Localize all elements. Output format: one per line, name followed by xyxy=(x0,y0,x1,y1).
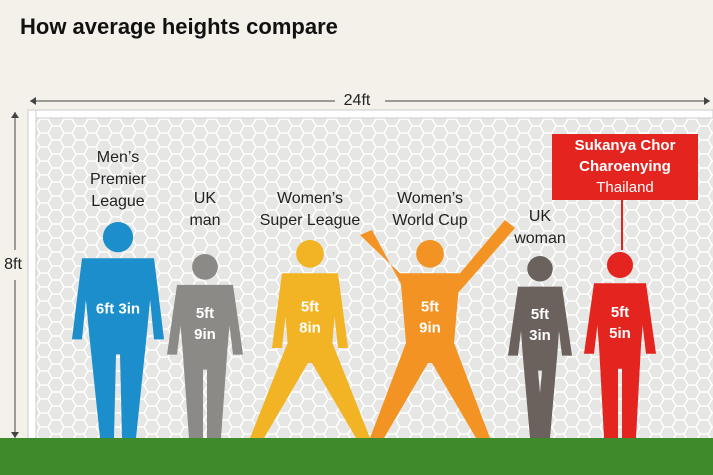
figure-label: UK xyxy=(529,208,552,225)
height-label: 5ft xyxy=(421,298,439,315)
arms xyxy=(167,284,243,355)
head xyxy=(192,254,218,280)
callout-name: Charoenying xyxy=(579,158,671,175)
goalpost xyxy=(27,109,37,443)
body xyxy=(370,273,490,438)
body xyxy=(518,286,562,438)
arms xyxy=(272,273,348,348)
figure-label: Super League xyxy=(260,212,361,229)
height-label: 5in xyxy=(609,325,631,342)
body xyxy=(177,284,233,438)
height-label: 9in xyxy=(194,326,216,343)
height-label: 5ft xyxy=(196,305,214,322)
figure-label: man xyxy=(189,212,220,229)
body xyxy=(250,273,370,438)
callout-box xyxy=(552,134,698,200)
height-label: 5ft xyxy=(531,306,549,323)
head xyxy=(102,222,134,253)
figures: Men’s Premier League 6ft 3in UK man 5ft 9in Wome… xyxy=(72,149,656,438)
title: How average heights compare xyxy=(20,14,338,39)
figure-label: Women’s xyxy=(277,190,343,207)
callout-name: Sukanya Chor xyxy=(575,137,676,154)
height-label: 8ft xyxy=(4,256,22,273)
figure-label: Women’s xyxy=(397,190,463,207)
height-label: 8in xyxy=(299,319,321,336)
head xyxy=(606,251,634,279)
head xyxy=(416,240,444,268)
figure-label: Premier xyxy=(90,171,147,188)
width-label: 24ft xyxy=(344,92,371,109)
arms xyxy=(508,286,572,356)
height-label: 3in xyxy=(529,327,551,344)
body xyxy=(594,283,646,438)
height-label: 5ft xyxy=(611,304,629,321)
head xyxy=(527,255,553,282)
height-label: 6ft 3in xyxy=(96,300,140,317)
callout-country: Thailand xyxy=(596,179,654,196)
grass xyxy=(0,438,713,475)
figure-label: World Cup xyxy=(392,212,467,229)
arms xyxy=(584,283,656,354)
arms xyxy=(360,220,515,296)
figure-label: Men’s xyxy=(97,149,139,166)
crossbar xyxy=(27,109,713,119)
figure-label: UK xyxy=(194,190,217,207)
arms xyxy=(72,258,164,340)
head xyxy=(296,240,324,268)
height-label: 5ft xyxy=(301,298,319,315)
body xyxy=(82,258,154,438)
figure-label: woman xyxy=(513,230,566,247)
height-label: 9in xyxy=(419,319,441,336)
figure-label: League xyxy=(91,193,144,210)
